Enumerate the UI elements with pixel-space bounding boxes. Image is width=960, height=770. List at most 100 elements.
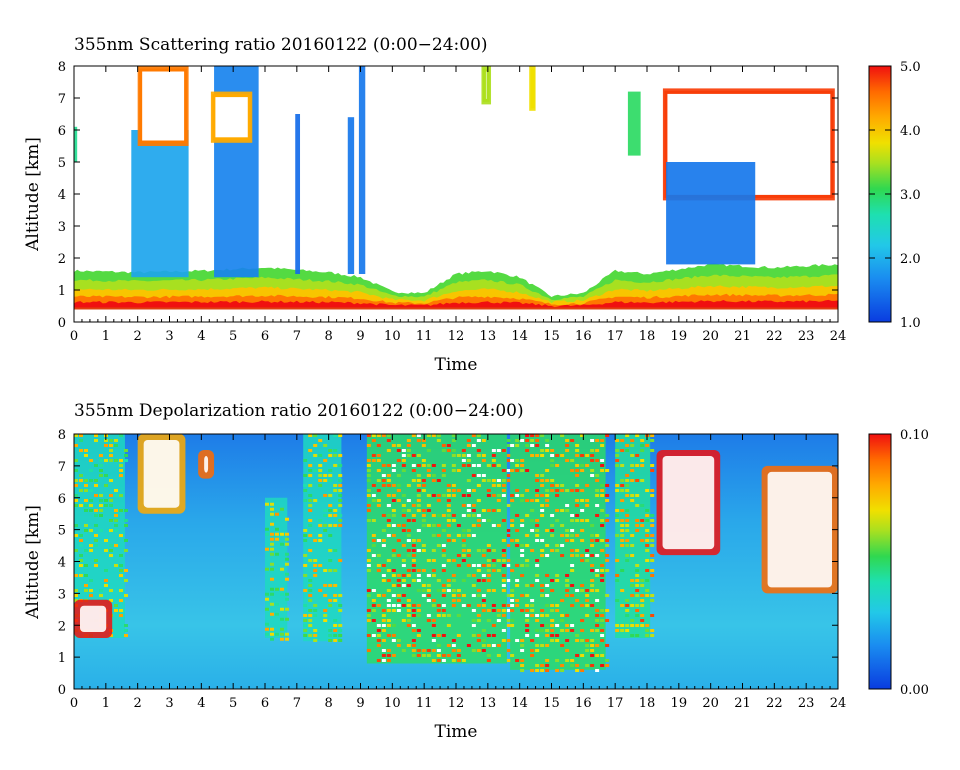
speckle-cell — [630, 544, 635, 547]
speckle-cell — [530, 669, 535, 672]
speckle-cell — [406, 644, 411, 647]
speckle-cell — [620, 569, 625, 572]
speckle-cell — [386, 609, 391, 612]
speckle-cell — [496, 479, 501, 482]
speckle-cell — [640, 614, 645, 617]
speckle-cell — [396, 584, 401, 587]
speckle-cell — [451, 644, 456, 647]
speckle-cell — [396, 639, 401, 642]
speckle-cell — [376, 489, 381, 492]
speckle-cell — [338, 514, 343, 517]
speckle-cell — [510, 594, 515, 597]
speckle-cell — [416, 509, 421, 512]
speckle-cell — [486, 464, 491, 467]
speckle-cell — [525, 614, 530, 617]
noisy-column — [303, 434, 342, 642]
speckle-cell — [280, 587, 284, 591]
speckle-cell — [104, 569, 108, 572]
speckle-cell — [461, 579, 466, 582]
speckle-cell — [625, 544, 630, 547]
speckle-cell — [84, 574, 88, 577]
speckle-cell — [451, 434, 456, 437]
speckle-cell — [99, 504, 103, 507]
speckle-cell — [114, 609, 118, 612]
speckle-cell — [441, 594, 446, 597]
speckle-cell — [371, 609, 376, 612]
speckle-cell — [560, 534, 565, 537]
speckle-cell — [456, 589, 461, 592]
speckle-cell — [275, 587, 279, 591]
speckle-cell — [491, 624, 496, 627]
speckle-cell — [471, 524, 476, 527]
speckle-cell — [366, 474, 371, 477]
speckle-cell — [630, 534, 635, 537]
speckle-cell — [501, 469, 506, 472]
speckle-cell — [545, 629, 550, 632]
speckle-cell — [104, 499, 108, 502]
speckle-cell — [411, 504, 416, 507]
speckle-cell — [535, 524, 540, 527]
speckle-cell — [381, 474, 386, 477]
speckle-cell — [565, 594, 570, 597]
speckle-cell — [600, 489, 605, 492]
speckle-cell — [635, 579, 640, 582]
speckle-cell — [124, 459, 128, 462]
x-tick-label: 20 — [702, 696, 719, 711]
speckle-cell — [645, 589, 650, 592]
speckle-cell — [595, 534, 600, 537]
speckle-cell — [328, 584, 333, 587]
speckle-cell — [520, 469, 525, 472]
speckle-cell — [411, 564, 416, 567]
speckle-cell — [555, 484, 560, 487]
speckle-cell — [396, 599, 401, 602]
speckle-cell — [481, 599, 486, 602]
speckle-cell — [620, 479, 625, 482]
x-tick-label: 9 — [356, 696, 364, 711]
speckle-cell — [590, 454, 595, 457]
speckle-cell — [376, 504, 381, 507]
speckle-cell — [124, 624, 128, 627]
speckle-cell — [74, 469, 78, 472]
speckle-cell — [381, 619, 386, 622]
speckle-cell — [510, 499, 515, 502]
speckle-cell — [371, 499, 376, 502]
speckle-cell — [635, 494, 640, 497]
speckle-cell — [635, 519, 640, 522]
speckle-cell — [580, 539, 585, 542]
speckle-cell — [461, 529, 466, 532]
speckle-cell — [426, 474, 431, 477]
speckle-cell — [600, 624, 605, 627]
speckle-cell — [285, 537, 289, 541]
y-tick-label: 8 — [58, 60, 66, 75]
speckle-cell — [431, 534, 436, 537]
speckle-cell — [496, 499, 501, 502]
speckle-cell — [530, 549, 535, 552]
speckle-cell — [275, 532, 279, 536]
speckle-cell — [620, 464, 625, 467]
speckle-cell — [555, 519, 560, 522]
speckle-cell — [590, 534, 595, 537]
speckle-cell — [555, 509, 560, 512]
speckle-cell — [265, 502, 269, 506]
speckle-cell — [436, 654, 441, 657]
speckle-cell — [275, 512, 279, 516]
speckle-cell — [520, 669, 525, 672]
speckle-cell — [406, 439, 411, 442]
speckle-cell — [441, 609, 446, 612]
speckle-cell — [441, 589, 446, 592]
speckle-cell — [580, 629, 585, 632]
speckle-cell — [431, 479, 436, 482]
speckle-cell — [411, 629, 416, 632]
speckle-cell — [313, 454, 318, 457]
speckle-cell — [481, 509, 486, 512]
speckle-cell — [570, 439, 575, 442]
speckle-cell — [535, 434, 540, 437]
speckle-cell — [525, 534, 530, 537]
speckle-cell — [615, 464, 620, 467]
speckle-cell — [381, 544, 386, 547]
speckle-cell — [441, 659, 446, 662]
colorbar-tick-label: 5.0 — [900, 60, 921, 75]
saturated-core — [482, 68, 490, 102]
speckle-cell — [421, 444, 426, 447]
speckle-cell — [530, 639, 535, 642]
